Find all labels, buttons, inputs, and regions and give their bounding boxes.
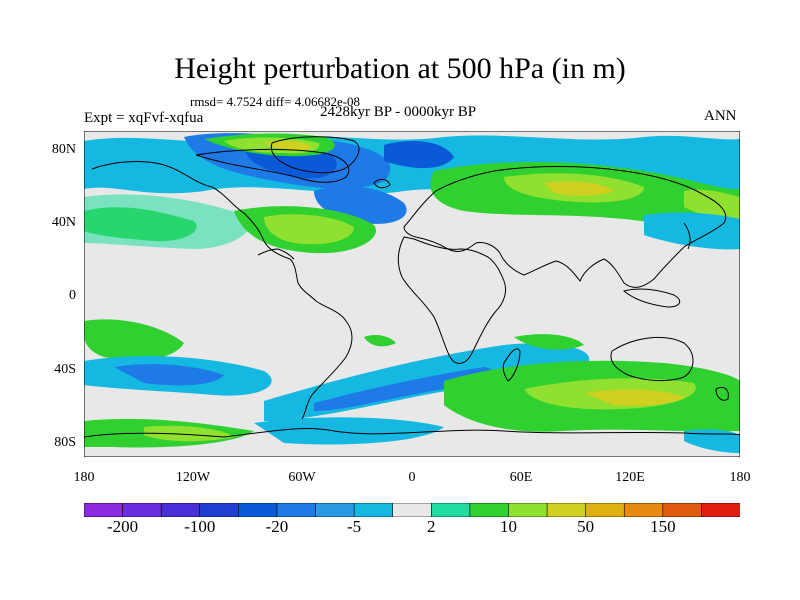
lon-label-0: 0 <box>408 470 416 485</box>
colorbar-swatch <box>430 503 471 517</box>
stats-text: rmsd= 4.7524 diff= 4.06682e-08 <box>190 94 361 109</box>
colorbar-swatch <box>623 503 664 517</box>
colorbar-label: 50 <box>577 517 595 536</box>
colorbar-swatch <box>276 503 317 517</box>
colorbar-swatch <box>508 503 548 517</box>
colorbar-label: 2 <box>427 517 436 536</box>
colorbar-label: 150 <box>650 517 676 536</box>
colorbar-swatch <box>353 503 394 517</box>
lon-label-180w: 180 <box>73 470 95 485</box>
colorbar-swatch <box>84 503 124 517</box>
lat-label-80n: 80N <box>51 142 76 157</box>
lat-label-40s: 40S <box>54 362 76 377</box>
lon-label-60w: 60W <box>288 470 316 485</box>
colorbar-swatch <box>315 503 355 517</box>
colorbar-swatch <box>662 503 703 517</box>
lat-label-40n: 40N <box>51 215 76 230</box>
lon-label-60e: 60E <box>509 470 533 485</box>
map-title: Height perturbation at 500 hPa (in m) <box>174 52 626 85</box>
colorbar-swatch <box>160 503 201 517</box>
colorbar-swatch <box>122 503 162 517</box>
colorbar-label: -100 <box>184 517 216 536</box>
colorbar <box>84 503 740 517</box>
colorbar-swatch <box>546 503 587 517</box>
colorbar-swatch <box>238 503 278 517</box>
colorbar-swatch <box>701 503 740 517</box>
lon-label-180e: 180 <box>729 470 751 485</box>
experiment-label: Expt = xqFvf-xqfua <box>84 110 204 126</box>
period-label: 2428kyr BP - 0000kyr BP <box>320 104 477 120</box>
colorbar-swatch <box>585 503 625 517</box>
colorbar-label: -5 <box>347 517 362 536</box>
colorbar-swatch <box>392 503 432 517</box>
lat-label-0: 0 <box>69 288 76 303</box>
colorbar-swatch <box>469 503 510 517</box>
lat-label-80s: 80S <box>54 435 76 450</box>
season-label: ANN <box>704 108 737 124</box>
coastlines <box>84 136 740 438</box>
lon-label-120e: 120E <box>615 470 645 485</box>
contour-fills <box>84 133 740 453</box>
colorbar-label: 10 <box>499 517 517 536</box>
map-plot <box>84 131 740 457</box>
colorbar-label: -20 <box>265 517 289 536</box>
lon-label-120w: 120W <box>175 470 211 485</box>
colorbar-swatch <box>199 503 239 517</box>
colorbar-label: -200 <box>106 517 139 536</box>
